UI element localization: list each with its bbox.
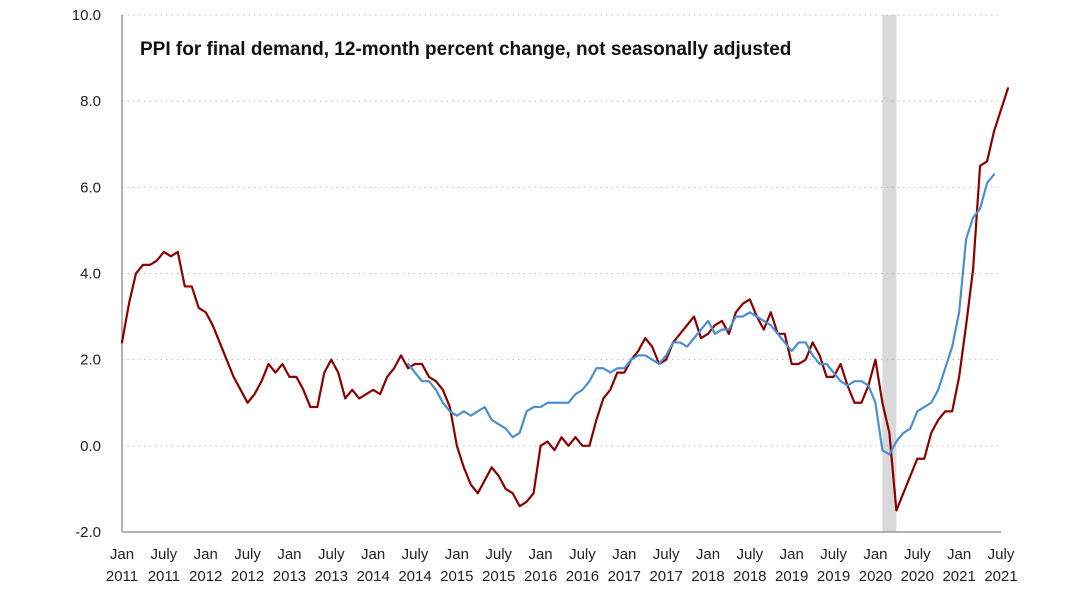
x-tick-label-year: 2020 [901, 568, 934, 585]
x-tick-label-year: 2013 [315, 568, 348, 585]
y-tick-label: 6.0 [80, 179, 101, 196]
x-tick-label-year: 2014 [398, 568, 431, 585]
x-tick-label-month: July [151, 546, 178, 563]
x-tick-label-year: 2014 [356, 568, 389, 585]
x-tick-label-year: 2012 [189, 568, 222, 585]
x-tick-label-month: Jan [110, 546, 134, 563]
x-tick-label-month: July [737, 546, 764, 563]
x-tick-label-year: 2018 [691, 568, 724, 585]
x-tick-label-year: 2021 [984, 568, 1017, 585]
series-layer [120, 87, 1010, 512]
y-tick-label: -2.0 [75, 524, 101, 541]
recession-shade [882, 15, 897, 532]
x-tick-label-month: Jan [696, 546, 720, 563]
x-tick-label-year: 2019 [817, 568, 850, 585]
x-tick-label-month: July [318, 546, 345, 563]
x-tick-label-month: July [234, 546, 261, 563]
x-tick-label-year: 2016 [524, 568, 557, 585]
y-tick-label: 10.0 [72, 7, 101, 24]
x-tick-label-year: 2018 [733, 568, 766, 585]
y-tick-label: 2.0 [80, 352, 101, 369]
x-tick-label-year: 2017 [608, 568, 641, 585]
x-tick-label-year: 2011 [148, 568, 180, 585]
x-tick-label-year: 2013 [273, 568, 306, 585]
chart-title: PPI for final demand, 12-month percent c… [140, 39, 791, 60]
series-line-2 [406, 173, 996, 456]
series-line-1 [120, 87, 1010, 512]
x-tick-label-month: Jan [194, 546, 218, 563]
x-tick-label-year: 2020 [859, 568, 892, 585]
x-tick-label-month: Jan [947, 546, 971, 563]
x-tick-label-year: 2021 [942, 568, 975, 585]
x-tick-label-month: July [820, 546, 847, 563]
x-tick-label-year: 2015 [440, 568, 473, 585]
x-tick-label-month: Jan [528, 546, 552, 563]
x-tick-label-month: Jan [445, 546, 469, 563]
x-tick-label-month: Jan [277, 546, 301, 563]
gridlines [122, 14, 1001, 447]
x-tick-label-month: Jan [780, 546, 804, 563]
x-tick-label-month: Jan [361, 546, 385, 563]
x-tick-label-month: July [653, 546, 680, 563]
x-tick-label-year: 2019 [775, 568, 808, 585]
recession-shade-layer [882, 15, 897, 532]
x-tick-label-month: July [402, 546, 429, 563]
y-tick-label: 8.0 [80, 93, 101, 110]
tick-labels: -2.0 0.0 2.0 4.0 6.0 8.0 10.0 Jan 2011 July 2011 Ja… [72, 7, 1018, 585]
x-tick-label-year: 2017 [649, 568, 682, 585]
x-tick-label-year: 2016 [566, 568, 599, 585]
x-tick-label-year: 2011 [106, 568, 138, 585]
y-tick-label: 4.0 [80, 266, 101, 283]
x-tick-label-month: July [569, 546, 596, 563]
y-tick-label: 0.0 [80, 438, 101, 455]
x-tick-label-month: Jan [863, 546, 887, 563]
x-tick-label-month: Jan [612, 546, 636, 563]
x-tick-label-month: July [485, 546, 512, 563]
x-tick-label-month: July [904, 546, 931, 563]
x-tick-label-year: 2012 [231, 568, 264, 585]
axes [121, 15, 1001, 533]
x-tick-label-year: 2015 [482, 568, 515, 585]
x-tick-label-month: July [988, 546, 1015, 563]
